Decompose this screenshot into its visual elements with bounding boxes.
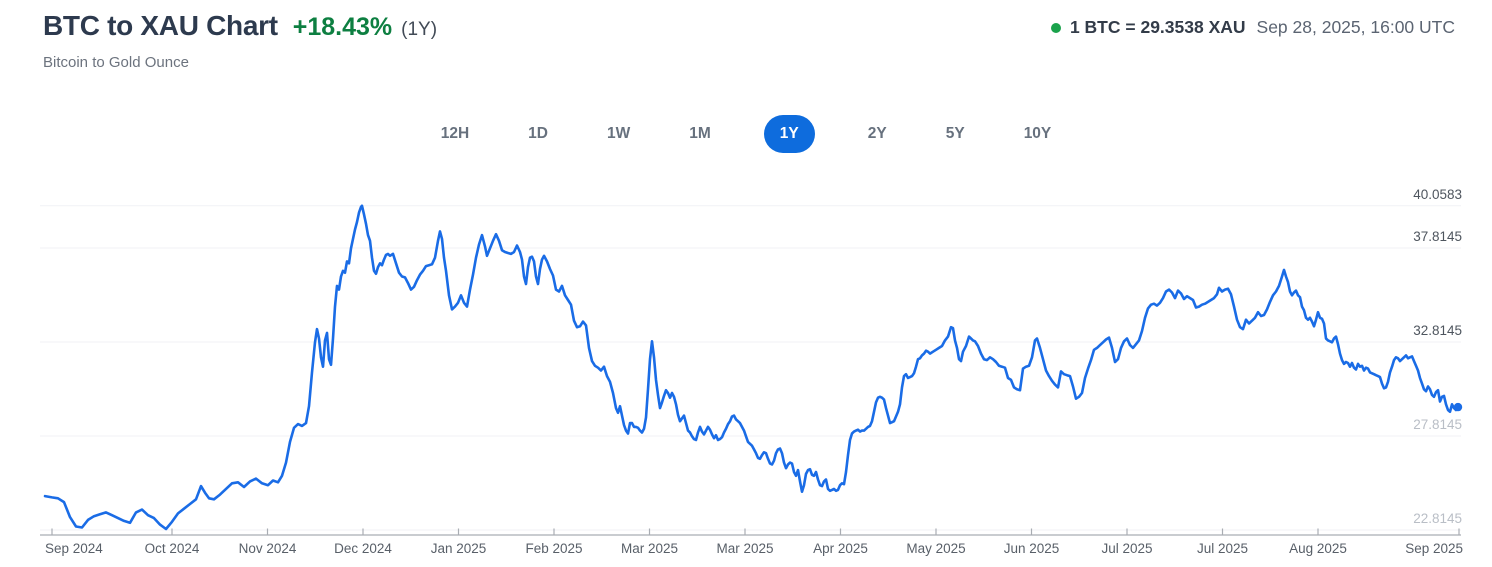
title-row: BTC to XAU Chart +18.43% (1Y) (43, 10, 1455, 42)
range-button-2y[interactable]: 2Y (862, 117, 893, 151)
page-title: BTC to XAU Chart (43, 10, 278, 41)
range-button-1y[interactable]: 1Y (763, 115, 815, 153)
range-selector: 12H 1D 1W 1M 1Y 2Y 5Y 10Y (0, 115, 1492, 153)
x-axis-label: Mar 2025 (716, 541, 773, 556)
live-quote: 1 BTC = 29.3538 XAU Sep 28, 2025, 16:00 … (1050, 17, 1455, 38)
change-percent: +18.43% (292, 13, 393, 41)
x-axis-label: Jul 2025 (1101, 541, 1152, 556)
live-dot-icon (1050, 22, 1061, 33)
price-line (43, 204, 1460, 531)
change-range-note: (1Y) (401, 19, 438, 40)
range-button-1w[interactable]: 1W (601, 117, 636, 151)
x-axis-label: Nov 2024 (239, 541, 297, 556)
y-axis-label: 37.8145 (1413, 229, 1462, 244)
quote-pair: 1 BTC = 29.3538 XAU (1069, 17, 1246, 37)
x-axis-label: Feb 2025 (525, 541, 582, 556)
y-axis-label: 40.0583 (1413, 187, 1462, 202)
x-axis-label: Jun 2025 (1004, 541, 1060, 556)
range-button-5y[interactable]: 5Y (940, 117, 971, 151)
range-button-1d[interactable]: 1D (522, 117, 554, 151)
y-axis-label: 32.8145 (1413, 323, 1462, 338)
x-axis-label: Mar 2025 (621, 541, 678, 556)
x-axis-label: May 2025 (906, 541, 965, 556)
current-price-dot (1453, 402, 1463, 412)
chart-header: BTC to XAU Chart +18.43% (1Y) Bitcoin to… (0, 0, 1492, 71)
x-axis-label: Oct 2024 (145, 541, 200, 556)
y-axis-label: 22.8145 (1413, 511, 1462, 526)
x-axis-label: Jan 2025 (431, 541, 487, 556)
x-axis-label: Dec 2024 (334, 541, 392, 556)
x-axis-label: Sep 2025 (1405, 541, 1463, 556)
range-button-1m[interactable]: 1M (683, 117, 717, 151)
range-button-10y[interactable]: 10Y (1018, 117, 1058, 151)
range-button-12h[interactable]: 12H (435, 117, 475, 151)
chart-subtitle: Bitcoin to Gold Ounce (43, 54, 189, 71)
x-axis-label: Aug 2025 (1289, 541, 1347, 556)
y-axis-label: 27.8145 (1413, 417, 1462, 432)
x-axis-label: Jul 2025 (1197, 541, 1248, 556)
x-axis-label: Apr 2025 (813, 541, 868, 556)
x-axis-label: Sep 2024 (45, 541, 103, 556)
quote-timestamp: Sep 28, 2025, 16:00 UTC (1256, 17, 1455, 37)
